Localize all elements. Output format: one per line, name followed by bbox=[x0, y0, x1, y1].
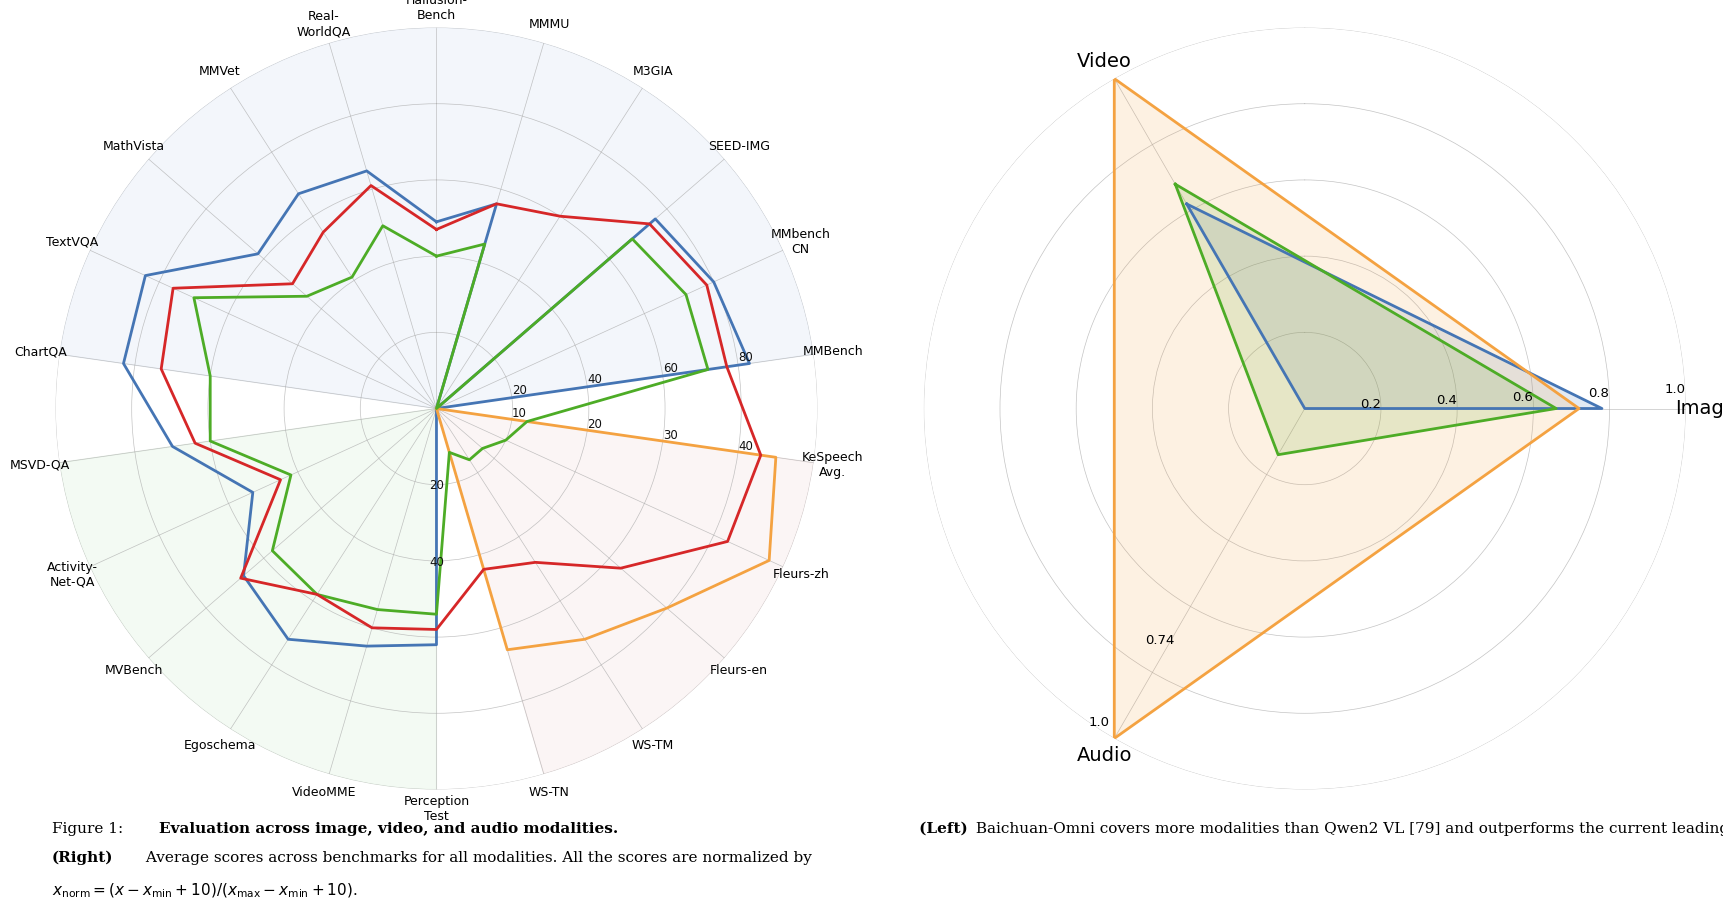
Text: 1.0: 1.0 bbox=[1663, 383, 1685, 396]
Text: 40: 40 bbox=[588, 373, 601, 386]
Text: Baichuan-Omni covers more modalities than Qwen2 VL [79] and outperforms the curr: Baichuan-Omni covers more modalities tha… bbox=[970, 822, 1723, 835]
Text: Average scores across benchmarks for all modalities. All the scores are normaliz: Average scores across benchmarks for all… bbox=[141, 851, 812, 865]
Text: 0.8: 0.8 bbox=[1587, 386, 1608, 399]
Polygon shape bbox=[1113, 79, 1578, 738]
Text: 40: 40 bbox=[737, 440, 753, 453]
Text: (Left): (Left) bbox=[913, 822, 967, 835]
Polygon shape bbox=[1185, 204, 1601, 409]
Text: 0.2: 0.2 bbox=[1359, 398, 1380, 411]
Text: Figure 1:: Figure 1: bbox=[52, 822, 128, 835]
Text: 30: 30 bbox=[663, 429, 677, 442]
Text: 1.0: 1.0 bbox=[1087, 716, 1110, 729]
Text: 20: 20 bbox=[512, 384, 527, 397]
Text: Evaluation across image, video, and audio modalities.: Evaluation across image, video, and audi… bbox=[159, 822, 617, 835]
Polygon shape bbox=[59, 409, 436, 789]
Text: 0.4: 0.4 bbox=[1435, 395, 1456, 408]
Text: 10: 10 bbox=[512, 408, 527, 420]
Polygon shape bbox=[1175, 185, 1556, 454]
Text: 0.6: 0.6 bbox=[1511, 390, 1532, 404]
Polygon shape bbox=[436, 409, 813, 774]
Text: (Right): (Right) bbox=[52, 851, 114, 866]
Text: 60: 60 bbox=[662, 362, 677, 375]
Text: 20: 20 bbox=[429, 479, 443, 492]
Text: 40: 40 bbox=[429, 555, 443, 568]
Polygon shape bbox=[59, 28, 813, 409]
Text: $x_{\mathrm{norm}} = (x - x_{\mathrm{min}} + 10)/(x_{\mathrm{max}} - x_{\mathrm{: $x_{\mathrm{norm}} = (x - x_{\mathrm{min… bbox=[52, 881, 357, 900]
Text: 20: 20 bbox=[588, 419, 601, 431]
Text: 0.74: 0.74 bbox=[1144, 634, 1173, 647]
Text: 80: 80 bbox=[737, 351, 753, 364]
